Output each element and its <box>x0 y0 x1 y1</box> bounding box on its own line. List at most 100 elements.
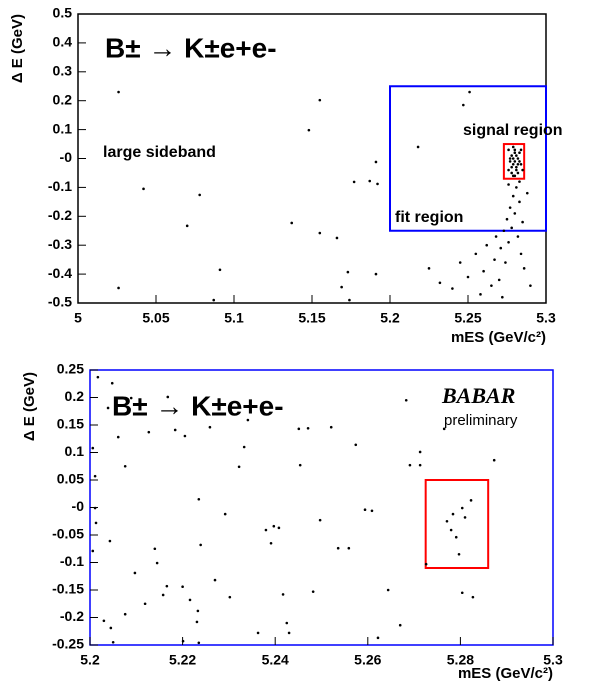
point <box>185 224 189 228</box>
point <box>511 194 515 198</box>
point <box>418 450 422 454</box>
point <box>198 193 201 197</box>
point <box>117 286 120 290</box>
x-tick-label: 5.05 <box>142 310 169 326</box>
point <box>363 508 367 512</box>
annotation: fit region <box>395 209 463 226</box>
point <box>507 183 510 186</box>
point <box>522 267 526 270</box>
point <box>513 151 517 155</box>
region-box <box>502 143 526 180</box>
point <box>508 160 512 163</box>
point <box>427 267 431 270</box>
point <box>518 180 521 183</box>
point <box>519 162 523 166</box>
point <box>129 396 133 400</box>
point <box>471 595 475 599</box>
point <box>348 298 351 302</box>
point <box>516 157 520 160</box>
point <box>277 526 281 530</box>
point <box>510 154 513 157</box>
point <box>510 171 513 175</box>
point <box>306 427 310 430</box>
point <box>376 182 379 186</box>
point <box>462 103 465 107</box>
point <box>479 293 482 296</box>
point <box>197 497 201 501</box>
point <box>272 524 276 528</box>
point <box>336 546 340 550</box>
point <box>463 516 467 519</box>
point <box>424 562 428 566</box>
point <box>117 90 120 94</box>
point <box>408 463 412 467</box>
y-tick-label: -0.05 <box>52 526 84 542</box>
point <box>474 252 478 256</box>
point <box>155 561 159 565</box>
point <box>208 425 212 429</box>
point <box>505 217 509 221</box>
point <box>519 148 523 152</box>
annotation: preliminary <box>444 412 518 429</box>
point <box>318 231 322 235</box>
point <box>347 546 351 550</box>
point <box>199 543 202 547</box>
point <box>508 206 512 209</box>
x-tick-label: 5.22 <box>169 652 196 668</box>
point <box>242 445 246 449</box>
point <box>94 521 98 525</box>
point <box>445 519 449 523</box>
point <box>507 148 510 152</box>
point <box>297 427 301 431</box>
point <box>404 398 408 402</box>
y-tick-label: -0.2 <box>60 608 84 624</box>
point <box>197 641 201 645</box>
point <box>91 446 95 450</box>
point <box>181 585 184 588</box>
y-tick-label: -0 <box>72 498 85 514</box>
x-axis-title: mES (GeV/c²) <box>451 329 546 346</box>
point <box>515 165 518 169</box>
point <box>492 458 496 462</box>
point <box>318 518 322 522</box>
point <box>485 243 489 247</box>
point <box>515 168 518 172</box>
y-tick-label: 0.2 <box>65 388 85 404</box>
point <box>499 246 503 250</box>
point <box>228 595 232 599</box>
point <box>153 547 157 551</box>
point <box>513 160 517 163</box>
x-tick-label: 5 <box>74 310 82 326</box>
point <box>264 528 268 532</box>
point <box>513 212 517 215</box>
point <box>287 631 291 635</box>
y-tick-label: 0.25 <box>57 361 84 377</box>
point <box>516 162 520 166</box>
y-tick-label: -0.2 <box>48 207 72 223</box>
point <box>513 174 517 178</box>
point <box>269 541 273 545</box>
point <box>106 406 110 410</box>
point <box>510 226 513 230</box>
point <box>91 549 95 553</box>
y-tick-label: 0.2 <box>53 91 73 107</box>
y-tick-label: 0.05 <box>57 471 84 487</box>
y-tick-label: -0.15 <box>52 581 84 597</box>
x-tick-label: 5.2 <box>380 310 400 326</box>
point <box>346 270 350 274</box>
y-tick-label: 0.1 <box>65 443 85 459</box>
region-box <box>389 85 547 232</box>
point <box>460 591 464 595</box>
point <box>418 463 422 467</box>
point <box>329 425 333 429</box>
point <box>457 552 461 556</box>
point <box>516 171 520 175</box>
point <box>166 395 170 399</box>
point <box>181 639 185 643</box>
point <box>451 287 454 290</box>
point <box>183 434 187 438</box>
point <box>368 179 372 183</box>
point <box>285 621 289 625</box>
point <box>398 623 402 627</box>
point <box>196 609 200 613</box>
